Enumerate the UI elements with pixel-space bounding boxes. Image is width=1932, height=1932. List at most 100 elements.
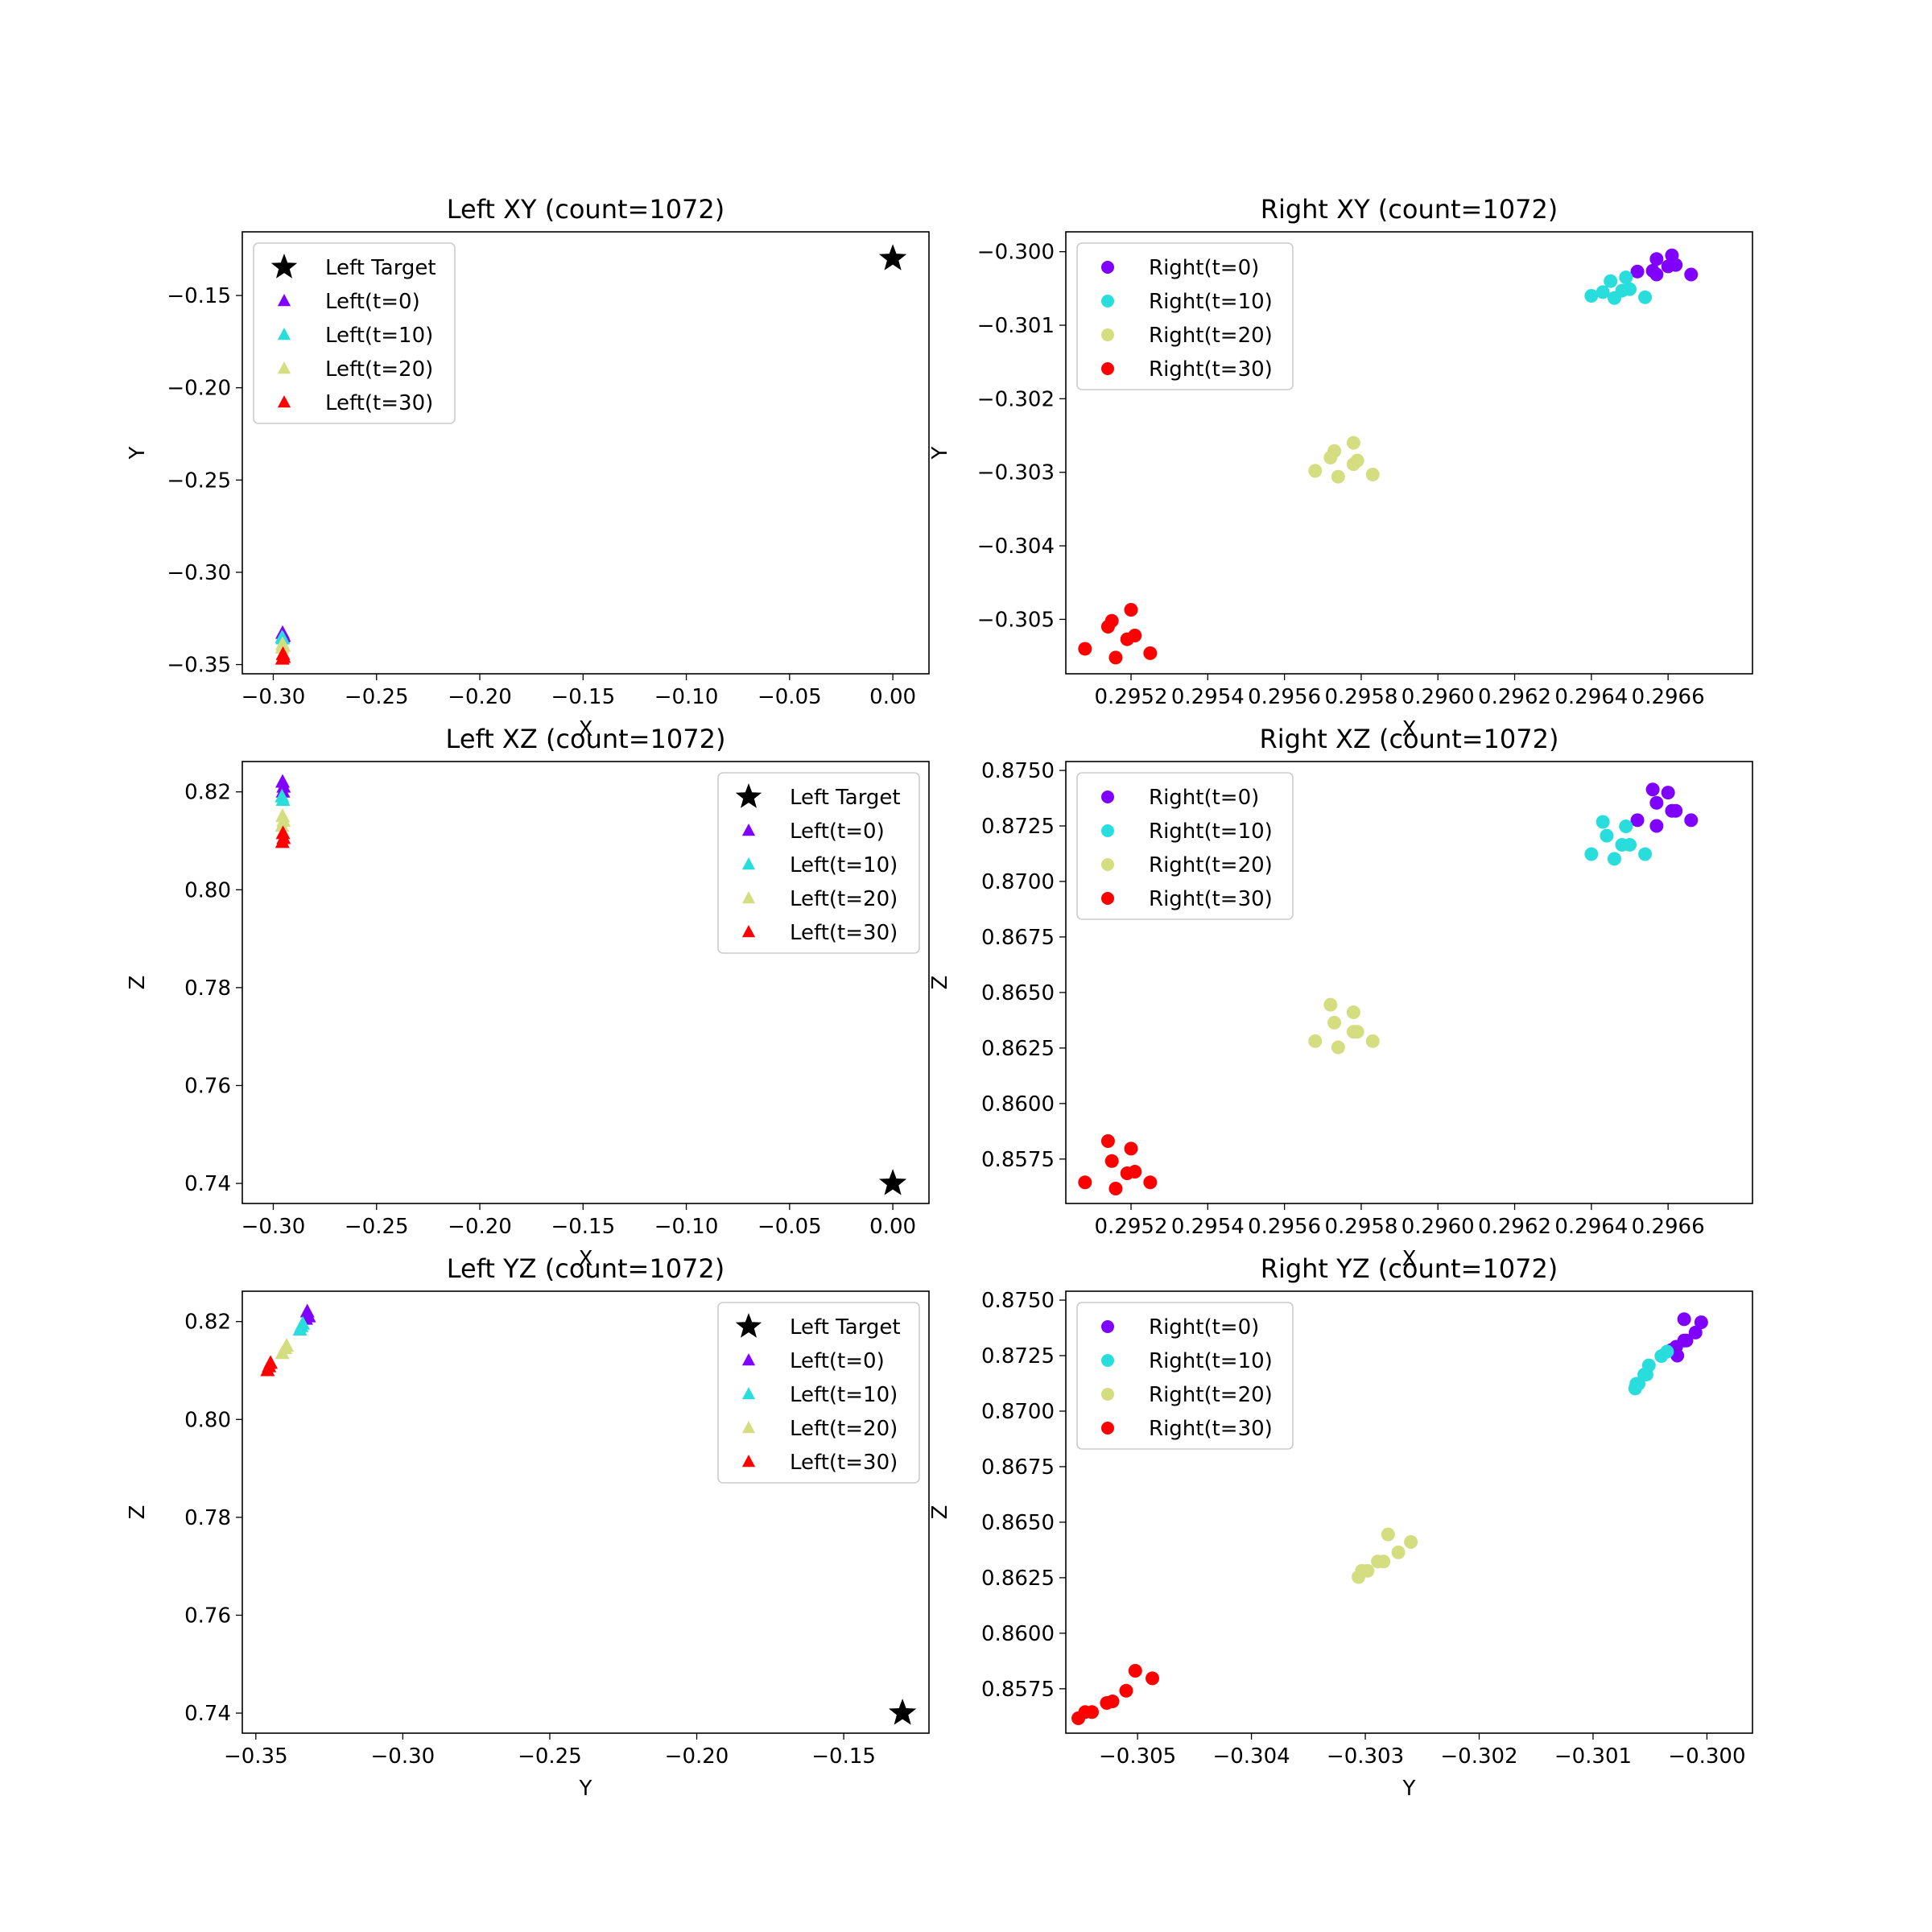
legend-marker-triangle — [741, 925, 756, 938]
y-tick-label: 0.78 — [184, 976, 231, 1001]
y-tick-label: −0.301 — [977, 314, 1055, 338]
data-point-circle — [1649, 819, 1664, 833]
legend-label: Right(t=20) — [1149, 1383, 1273, 1407]
data-point-circle — [1600, 828, 1614, 843]
legend-marker-triangle — [277, 361, 291, 374]
y-axis-label: Z — [126, 1505, 150, 1520]
chart-title: Left XY (count=1072) — [447, 194, 725, 225]
y-tick-label: −0.35 — [167, 654, 231, 678]
data-point-circle — [1104, 613, 1119, 628]
legend-item: Left(t=0) — [277, 290, 420, 314]
x-axis-label: X — [1402, 717, 1417, 741]
legend-label: Right(t=20) — [1149, 324, 1273, 348]
y-tick-label: 0.8600 — [981, 1092, 1055, 1117]
x-tick-label: 0.2966 — [1632, 685, 1705, 709]
x-tick-label: −0.301 — [1554, 1744, 1632, 1769]
data-point-circle — [1377, 1554, 1391, 1569]
data-point-circle — [1350, 453, 1364, 468]
x-axis-label: Y — [1402, 1777, 1416, 1801]
y-tick-label: 0.8625 — [981, 1567, 1055, 1591]
data-points — [275, 244, 907, 665]
legend-marker-circle — [1101, 362, 1114, 375]
legend-label: Right(t=0) — [1149, 256, 1259, 280]
x-tick-label: −0.302 — [1440, 1744, 1517, 1769]
x-tick-label: 0.2952 — [1095, 685, 1168, 709]
y-axis-label: Z — [928, 1505, 952, 1520]
data-point-circle — [1604, 274, 1618, 288]
data-point-triangle — [275, 834, 290, 848]
x-tick-label: 0.2952 — [1095, 1215, 1168, 1239]
x-tick-label: −0.10 — [654, 1215, 719, 1239]
data-point-triangle — [279, 1338, 295, 1352]
y-tick-label: −0.30 — [167, 561, 231, 585]
data-point-circle — [1078, 642, 1092, 656]
data-point-circle — [1119, 1683, 1133, 1698]
legend-item: Left Target — [735, 1313, 901, 1340]
data-point-circle — [1124, 1141, 1138, 1156]
data-point-circle — [1623, 282, 1637, 296]
data-point-circle — [1619, 270, 1633, 285]
x-axis-label: X — [579, 1247, 593, 1271]
y-tick-label: 0.8575 — [981, 1148, 1055, 1172]
legend-marker-circle — [1101, 791, 1114, 803]
x-tick-label: 0.2964 — [1554, 685, 1628, 709]
legend-marker-triangle — [277, 395, 291, 408]
data-point-circle — [1630, 264, 1645, 279]
legend-label: Left(t=20) — [790, 1417, 898, 1441]
legend-marker-triangle — [741, 824, 756, 836]
data-point-circle — [1677, 1312, 1691, 1327]
chart-panel-right-xy: Right XY (count=1072)0.2952 0.2954 0.2956 0… — [928, 194, 1753, 741]
data-point-circle — [1684, 267, 1699, 282]
data-point-circle — [1584, 847, 1599, 861]
legend-item: Left(t=20) — [277, 357, 433, 382]
data-point-circle — [1327, 1015, 1342, 1030]
legend-marker-circle — [1101, 892, 1114, 905]
data-point-circle — [1143, 1175, 1158, 1190]
y-tick-label: 0.8625 — [981, 1037, 1055, 1061]
chart-panel-left-xz: Left XZ (count=1072) −0.30 −0.25 −0.20 −0.15… — [126, 724, 930, 1271]
legend-box — [253, 242, 456, 424]
x-axis-label: X — [579, 717, 593, 741]
data-point-circle — [1679, 1333, 1694, 1348]
y-tick-label: 0.8575 — [981, 1678, 1055, 1702]
legend-marker-circle — [1101, 295, 1114, 308]
legend-marker-triangle — [741, 1387, 756, 1400]
data-point-circle — [1108, 650, 1123, 665]
legend-label: Right(t=20) — [1149, 853, 1273, 877]
x-tick-label: −0.15 — [811, 1744, 876, 1769]
legend-label: Right(t=30) — [1149, 887, 1273, 911]
data-point-circle — [1308, 1034, 1323, 1048]
data-point-circle — [1124, 603, 1138, 617]
data-point-triangle — [275, 1345, 290, 1360]
chart-title: Right YZ (count=1072) — [1261, 1253, 1558, 1284]
y-tick-label: −0.302 — [977, 387, 1055, 411]
data-point-circle — [1360, 1563, 1375, 1578]
data-point-circle — [1128, 628, 1142, 642]
x-tick-label: −0.35 — [224, 1744, 288, 1769]
data-points — [260, 1303, 917, 1725]
data-point-triangle — [295, 1315, 311, 1330]
legend-item: Right(t=30) — [1101, 357, 1273, 382]
legend-box — [1076, 1302, 1294, 1450]
legend-marker-star — [735, 1313, 762, 1338]
x-tick-label: 0.2956 — [1248, 1215, 1321, 1239]
x-tick-label: 0.2962 — [1478, 1215, 1551, 1239]
legend-label: Left Target — [325, 256, 436, 280]
y-axis-label: Z — [928, 976, 952, 990]
y-tick-label: 0.8650 — [981, 981, 1055, 1005]
axes-frame — [242, 1290, 930, 1734]
x-tick-label: −0.305 — [1099, 1744, 1176, 1769]
data-point-circle — [1350, 1025, 1364, 1039]
data-point-circle — [1623, 837, 1637, 852]
x-tick-label: −0.300 — [1668, 1744, 1745, 1769]
data-point-circle — [1404, 1534, 1418, 1549]
legend-item: Right(t=10) — [1101, 819, 1273, 844]
data-point-circle — [1638, 290, 1653, 304]
x-tick-label: 0.2958 — [1324, 685, 1397, 709]
legend-label: Left Target — [790, 786, 901, 810]
legend-marker-circle — [1101, 328, 1114, 341]
legend-label: Left(t=10) — [325, 324, 433, 348]
axes-frame — [1065, 761, 1753, 1204]
x-tick-label: 0.00 — [869, 1215, 916, 1239]
data-point-circle — [1085, 1705, 1100, 1719]
